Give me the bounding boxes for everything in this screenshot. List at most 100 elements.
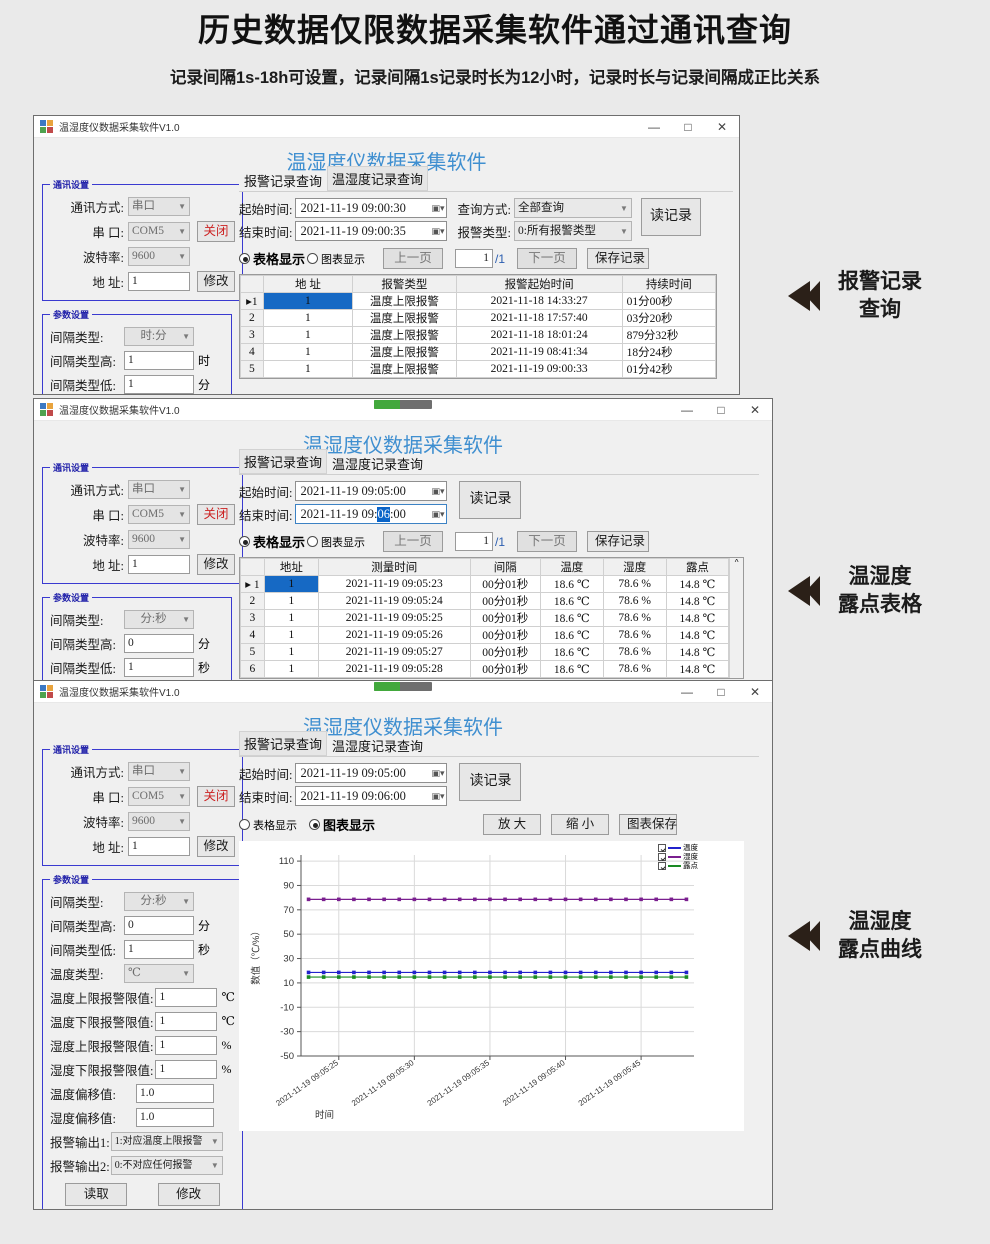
table-row[interactable]: 3 1 2021-11-19 09:05:25 00分01秒 18.6 ℃ 78.6 % 1…: [240, 609, 730, 627]
serial-port-select[interactable]: COM5 ▼: [128, 222, 190, 241]
minimize-button[interactable]: —: [681, 684, 693, 699]
alarm-out1-select[interactable]: 1:对应温度上限报警 ▼: [110, 1132, 223, 1151]
calendar-dropdown-icon[interactable]: ▣▾: [431, 485, 445, 496]
cell-temperature[interactable]: 18.6 ℃: [539, 575, 604, 593]
alarm-table-container[interactable]: 地 址 报警类型 报警起始时间 持续时间 ▸1 1 温度上限报警 2021-11-18…: [239, 274, 717, 379]
comm-mode-select[interactable]: 串口 ▼: [128, 762, 190, 781]
cell-temperature[interactable]: 18.6 ℃: [539, 592, 604, 610]
cell-duration[interactable]: 01分00秒: [621, 292, 717, 310]
temp-offset-input[interactable]: 1.0: [136, 1084, 214, 1103]
radio-chart-display[interactable]: 图表显示: [307, 534, 365, 550]
table-row[interactable]: ▸1 1 温度上限报警 2021-11-18 14:33:27 01分00秒: [240, 292, 717, 310]
titlebar[interactable]: 温湿度仪数据采集软件V1.0 — □ ✕: [34, 399, 772, 421]
temp-type-select[interactable]: ℃ ▼: [124, 964, 194, 983]
modify-address-button[interactable]: 修改: [197, 554, 235, 575]
minimize-button[interactable]: —: [681, 402, 693, 417]
cell-address[interactable]: 1: [263, 626, 319, 644]
cell-duration[interactable]: 879分32秒: [621, 326, 717, 344]
window-th-table[interactable]: 温湿度仪数据采集软件V1.0 — □ ✕ 温湿度仪数据采集软件 通讯设置 通讯方…: [33, 398, 773, 683]
tab-alarm-query[interactable]: 报警记录查询: [239, 172, 328, 191]
maximize-button[interactable]: □: [684, 119, 692, 134]
maximize-button[interactable]: □: [717, 402, 725, 417]
calendar-dropdown-icon[interactable]: ▣▾: [431, 225, 445, 236]
cell-measure-time[interactable]: 2021-11-19 09:05:26: [317, 626, 471, 644]
zoom-in-button[interactable]: 放 大: [483, 814, 542, 835]
address-input[interactable]: 1: [128, 837, 190, 856]
next-page-button[interactable]: 下一页: [517, 531, 578, 552]
cell-dewpoint[interactable]: 14.8 ℃: [665, 643, 730, 661]
cell-alarm-type[interactable]: 温度上限报警: [352, 292, 457, 310]
th-record-table[interactable]: 地址 测量时间 间隔 温度 湿度 露点 ▸ 1 1 2021-11-19 09:05…: [240, 558, 730, 678]
cell-duration[interactable]: 01分42秒: [621, 360, 717, 378]
close-port-button[interactable]: 关闭: [197, 504, 235, 525]
cell-alarm-type[interactable]: 温度上限报警: [352, 360, 457, 378]
maximize-button[interactable]: □: [717, 684, 725, 699]
radio-table-display[interactable]: 表格显示: [239, 817, 297, 833]
read-params-button[interactable]: 读取: [65, 1183, 128, 1206]
serial-port-select[interactable]: COM5 ▼: [128, 787, 190, 806]
tab-alarm-query[interactable]: 报警记录查询: [239, 731, 328, 756]
cell-address[interactable]: 1: [262, 309, 354, 327]
minimize-button[interactable]: —: [648, 119, 660, 134]
radio-chart-display[interactable]: 图表显示: [309, 815, 375, 834]
table-row[interactable]: ▸ 1 1 2021-11-19 09:05:23 00分01秒 18.6 ℃ 78.6 …: [240, 575, 730, 593]
cell-temperature[interactable]: 18.6 ℃: [539, 609, 604, 627]
interval-low-input[interactable]: 1: [124, 940, 194, 959]
baud-rate-select[interactable]: 9600 ▼: [128, 530, 190, 549]
query-mode-select[interactable]: 全部查询 ▼: [513, 198, 632, 218]
cell-measure-time[interactable]: 2021-11-19 09:05:23: [317, 575, 471, 593]
tab-alarm-query[interactable]: 报警记录查询: [239, 449, 328, 474]
cell-measure-time[interactable]: 2021-11-19 09:05:24: [317, 592, 471, 610]
tab-bar[interactable]: 报警记录查询 温湿度记录查询: [239, 449, 759, 474]
radio-table-display[interactable]: 表格显示: [239, 532, 305, 551]
cell-interval[interactable]: 00分01秒: [469, 609, 541, 627]
cell-alarm-start[interactable]: 2021-11-18 14:33:27: [455, 292, 623, 310]
cell-alarm-type[interactable]: 温度上限报警: [352, 309, 457, 327]
interval-type-select[interactable]: 时:分 ▼: [124, 327, 194, 346]
table-row[interactable]: 5 1 温度上限报警 2021-11-19 09:00:33 01分42秒: [240, 360, 717, 378]
cell-interval[interactable]: 00分01秒: [469, 592, 541, 610]
close-button[interactable]: ✕: [749, 402, 761, 417]
serial-port-select[interactable]: COM5 ▼: [128, 505, 190, 524]
table-row[interactable]: 2 1 温度上限报警 2021-11-18 17:57:40 03分20秒: [240, 309, 717, 327]
legend-item-1[interactable]: 湿度: [658, 852, 698, 861]
cell-temperature[interactable]: 18.6 ℃: [539, 660, 604, 678]
legend-item-0[interactable]: 温度: [658, 843, 698, 852]
temp-lo-input[interactable]: 1: [155, 1012, 218, 1031]
legend-checkbox[interactable]: [658, 843, 666, 852]
read-record-button[interactable]: 读记录: [459, 481, 522, 519]
titlebar[interactable]: 温湿度仪数据采集软件V1.0 — □ ✕: [34, 681, 772, 703]
alarm-record-table[interactable]: 地 址 报警类型 报警起始时间 持续时间 ▸1 1 温度上限报警 2021-11-18…: [240, 275, 717, 378]
cell-interval[interactable]: 00分01秒: [469, 575, 541, 593]
cell-dewpoint[interactable]: 14.8 ℃: [665, 592, 730, 610]
calendar-dropdown-icon[interactable]: ▣▾: [431, 790, 445, 801]
cell-address[interactable]: 1: [262, 360, 354, 378]
legend-checkbox[interactable]: [658, 852, 666, 861]
alarm-out2-select[interactable]: 0:不对应任何报警 ▼: [110, 1156, 223, 1175]
cell-address[interactable]: 1: [263, 609, 319, 627]
cell-humidity[interactable]: 78.6 %: [602, 609, 667, 627]
cell-address[interactable]: 1: [263, 592, 319, 610]
comm-mode-select[interactable]: 串口 ▼: [128, 197, 190, 216]
hum-lo-input[interactable]: 1: [155, 1060, 218, 1079]
cell-humidity[interactable]: 78.6 %: [602, 643, 667, 661]
prev-page-button[interactable]: 上一页: [383, 248, 444, 269]
zoom-out-button[interactable]: 缩 小: [551, 814, 610, 835]
titlebar[interactable]: 温湿度仪数据采集软件V1.0 — □ ✕: [34, 116, 739, 138]
address-input[interactable]: 1: [128, 272, 190, 291]
table-row[interactable]: 3 1 温度上限报警 2021-11-18 18:01:24 879分32秒: [240, 326, 717, 344]
cell-temperature[interactable]: 18.6 ℃: [539, 626, 604, 644]
radio-chart-display[interactable]: 图表显示: [307, 251, 365, 267]
window-alarm-query[interactable]: 温湿度仪数据采集软件V1.0 — □ ✕ 温湿度仪数据采集软件 通讯设置 通讯方…: [33, 115, 740, 395]
cell-address[interactable]: 1: [263, 660, 319, 678]
address-input[interactable]: 1: [128, 555, 190, 574]
cell-alarm-start[interactable]: 2021-11-18 18:01:24: [455, 326, 623, 344]
page-number-input[interactable]: 1: [455, 249, 494, 268]
close-button[interactable]: ✕: [716, 119, 728, 134]
cell-humidity[interactable]: 78.6 %: [602, 575, 667, 593]
cell-dewpoint[interactable]: 14.8 ℃: [665, 609, 730, 627]
prev-page-button[interactable]: 上一页: [383, 531, 444, 552]
cell-duration[interactable]: 18分24秒: [621, 343, 717, 361]
th-line-chart[interactable]: 110 90 70 50 30 10 -10 -30 -50 数值（℃/%） 2021-11-19 …: [239, 841, 744, 1131]
baud-rate-select[interactable]: 9600 ▼: [128, 812, 190, 831]
